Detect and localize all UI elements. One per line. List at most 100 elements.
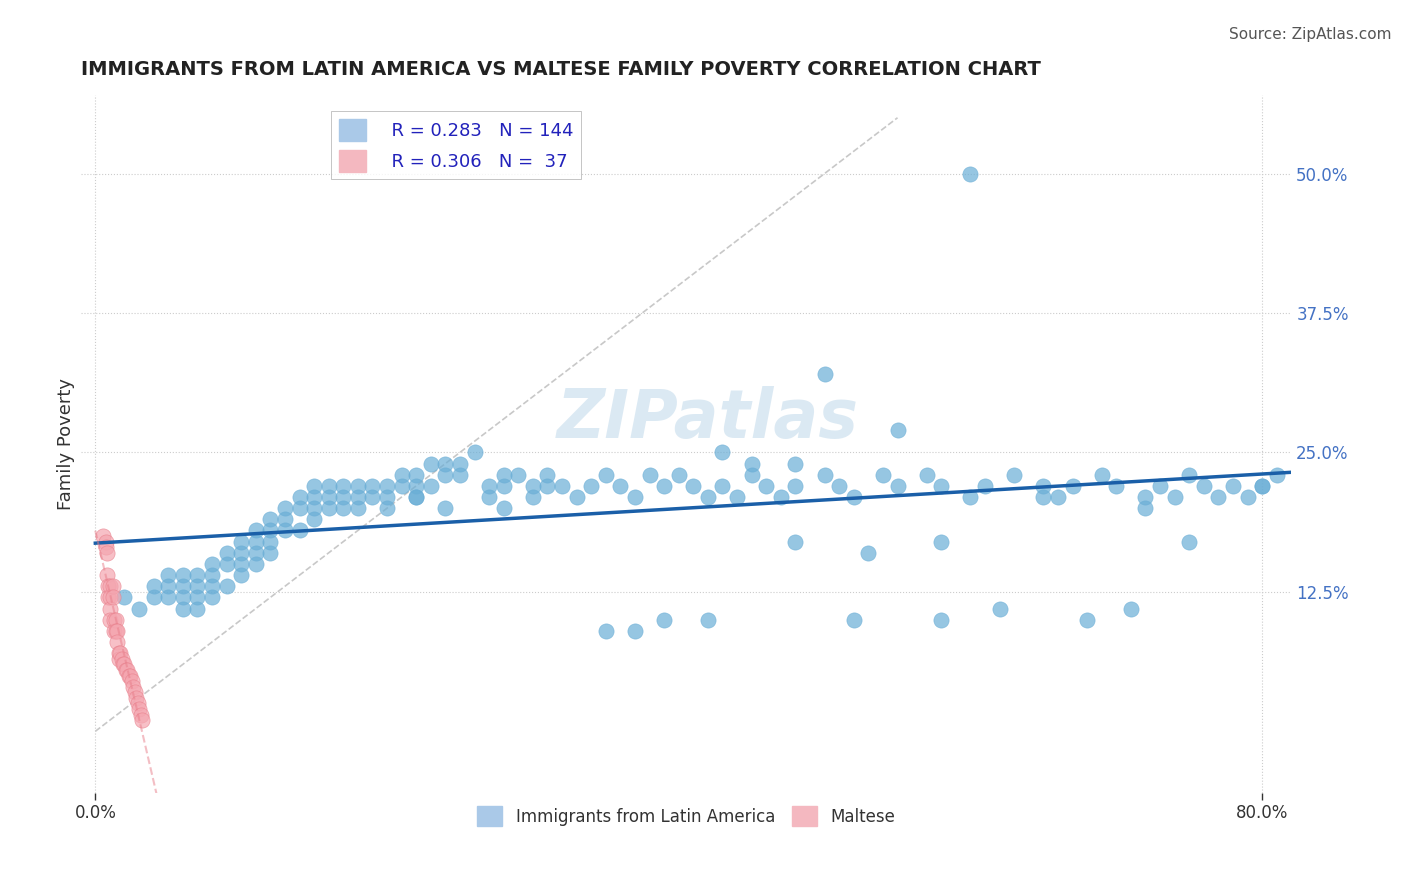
Point	[245, 546, 267, 560]
Point	[201, 579, 224, 593]
Point	[274, 512, 297, 526]
Point	[332, 501, 354, 516]
Point	[522, 490, 544, 504]
Point	[107, 646, 129, 660]
Point	[201, 591, 224, 605]
Point	[186, 591, 208, 605]
Point	[1163, 490, 1185, 504]
Point	[105, 635, 128, 649]
Point	[1135, 490, 1157, 504]
Point	[1002, 467, 1025, 482]
Point	[172, 579, 194, 593]
Point	[1062, 479, 1084, 493]
Point	[288, 490, 311, 504]
Point	[581, 479, 603, 493]
Point	[231, 534, 253, 549]
Point	[755, 479, 778, 493]
Point	[785, 534, 807, 549]
Point	[508, 467, 530, 482]
Point	[347, 479, 370, 493]
Point	[215, 546, 238, 560]
Point	[131, 713, 153, 727]
Point	[98, 601, 121, 615]
Point	[332, 490, 354, 504]
Point	[785, 479, 807, 493]
Point	[121, 674, 143, 689]
Point	[231, 568, 253, 582]
Point	[122, 680, 145, 694]
Point	[110, 652, 132, 666]
Point	[886, 479, 908, 493]
Point	[1105, 479, 1128, 493]
Point	[929, 479, 952, 493]
Point	[391, 467, 413, 482]
Point	[915, 467, 938, 482]
Point	[157, 568, 180, 582]
Point	[464, 445, 486, 459]
Point	[96, 546, 118, 560]
Point	[245, 557, 267, 571]
Point	[201, 557, 224, 571]
Point	[332, 479, 354, 493]
Y-axis label: Family Poverty: Family Poverty	[58, 378, 75, 510]
Point	[120, 668, 142, 682]
Point	[391, 479, 413, 493]
Point	[682, 479, 704, 493]
Legend: Immigrants from Latin America, Maltese: Immigrants from Latin America, Maltese	[471, 799, 901, 833]
Point	[103, 613, 125, 627]
Point	[1149, 479, 1171, 493]
Point	[696, 490, 718, 504]
Point	[274, 501, 297, 516]
Point	[405, 490, 427, 504]
Point	[624, 490, 647, 504]
Point	[288, 524, 311, 538]
Point	[128, 601, 150, 615]
Point	[347, 501, 370, 516]
Point	[129, 707, 152, 722]
Point	[125, 690, 148, 705]
Point	[104, 624, 127, 638]
Point	[259, 534, 281, 549]
Point	[1178, 534, 1201, 549]
Point	[142, 591, 165, 605]
Point	[288, 501, 311, 516]
Point	[259, 512, 281, 526]
Point	[98, 591, 121, 605]
Point	[434, 501, 457, 516]
Point	[405, 479, 427, 493]
Point	[886, 423, 908, 437]
Point	[565, 490, 588, 504]
Point	[929, 613, 952, 627]
Point	[492, 501, 515, 516]
Point	[1208, 490, 1230, 504]
Point	[96, 568, 118, 582]
Point	[522, 479, 544, 493]
Point	[449, 457, 471, 471]
Point	[375, 490, 398, 504]
Point	[302, 479, 325, 493]
Point	[91, 529, 114, 543]
Point	[215, 557, 238, 571]
Point	[595, 624, 617, 638]
Text: ZIPatlas: ZIPatlas	[557, 386, 859, 452]
Point	[118, 668, 141, 682]
Point	[97, 591, 120, 605]
Point	[668, 467, 690, 482]
Point	[259, 524, 281, 538]
Point	[302, 512, 325, 526]
Point	[101, 591, 124, 605]
Point	[1178, 467, 1201, 482]
Point	[858, 546, 880, 560]
Point	[128, 702, 150, 716]
Point	[595, 467, 617, 482]
Point	[1076, 613, 1098, 627]
Point	[1265, 467, 1288, 482]
Point	[117, 663, 139, 677]
Point	[711, 445, 734, 459]
Point	[624, 624, 647, 638]
Point	[375, 479, 398, 493]
Point	[405, 467, 427, 482]
Point	[361, 479, 384, 493]
Point	[1091, 467, 1114, 482]
Point	[98, 579, 121, 593]
